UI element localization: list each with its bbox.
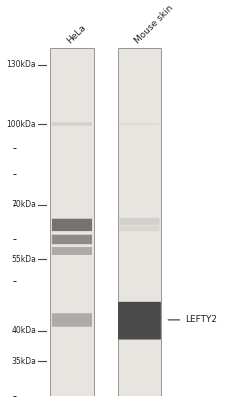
Text: 100kDa: 100kDa xyxy=(7,120,36,128)
FancyBboxPatch shape xyxy=(119,226,160,231)
FancyBboxPatch shape xyxy=(52,122,92,126)
FancyBboxPatch shape xyxy=(119,218,160,225)
FancyBboxPatch shape xyxy=(52,313,92,327)
Text: 55kDa: 55kDa xyxy=(11,254,36,264)
Text: HeLa: HeLa xyxy=(66,23,88,46)
Text: LEFTY2: LEFTY2 xyxy=(168,315,217,324)
Text: 40kDa: 40kDa xyxy=(11,326,36,336)
FancyBboxPatch shape xyxy=(52,247,92,255)
FancyBboxPatch shape xyxy=(119,123,160,125)
FancyBboxPatch shape xyxy=(52,219,92,231)
FancyBboxPatch shape xyxy=(52,235,92,244)
Text: Mouse skin: Mouse skin xyxy=(133,4,175,46)
FancyBboxPatch shape xyxy=(118,302,161,340)
Bar xyxy=(118,48,161,396)
Text: 70kDa: 70kDa xyxy=(11,200,36,209)
Text: 130kDa: 130kDa xyxy=(7,60,36,69)
Bar xyxy=(50,48,94,396)
Text: 35kDa: 35kDa xyxy=(11,356,36,366)
